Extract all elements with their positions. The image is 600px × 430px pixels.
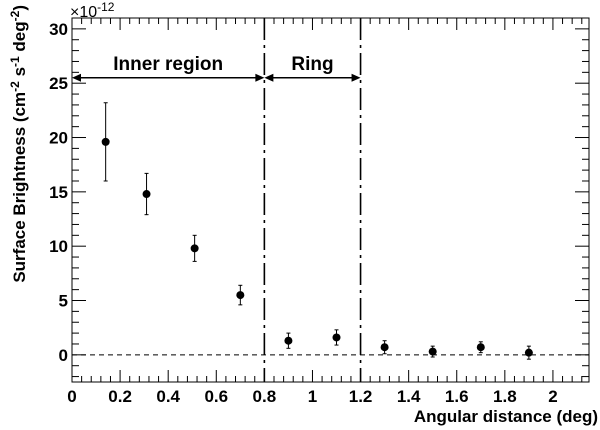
x-axis-ticks: 0 0.2 0.4 0.6 0.8 1 1.2 1.4 1.6 1.8 2 [67,18,583,406]
y-axis-title: Surface Brightness (cm-2 s-1 deg-2) [8,5,29,283]
data-point [380,343,389,352]
region-arrow-head-right [351,73,361,82]
data-point [190,244,199,253]
x-tick-label: 1 [308,387,317,406]
data-point [142,190,151,199]
region-arrow-head-left [264,73,274,82]
x-tick-label: 1.4 [397,387,421,406]
x-tick-label: 1.2 [349,387,373,406]
x-tick-label: 0.4 [156,387,180,406]
data-point [524,348,533,357]
x-tick-label: 1.8 [493,387,517,406]
y-tick-label: 15 [49,183,68,202]
y-tick-label: 10 [49,237,68,256]
x-tick-label: 0 [67,387,76,406]
data-point [101,137,110,146]
y-tick-label: 0 [59,346,68,365]
region-arrow-head-right [255,73,265,82]
y-tick-label: 20 [49,129,68,148]
y-tick-label: 5 [59,292,68,311]
region-label: Inner region [113,54,223,75]
plot-frame [71,17,590,383]
data-point [236,291,245,300]
x-tick-label: 0.2 [108,387,132,406]
region-label: Ring [291,54,333,75]
data-point [476,343,485,352]
region-boundaries [263,18,362,382]
y-tick-label: 25 [49,74,68,93]
data-point [332,333,341,342]
y-tick-label: 30 [49,20,68,39]
region-arrow-head-left [72,73,81,82]
x-tick-label: 0.6 [204,387,228,406]
y-axis-multiplier: ×10-12 [70,0,115,21]
data-point [428,347,437,356]
axes [71,17,590,383]
data-point [284,336,293,345]
data-points [101,102,533,360]
x-tick-label: 2 [548,387,557,406]
x-axis-title: Angular distance (deg) [414,407,598,426]
x-tick-label: 0.8 [253,387,277,406]
region-arrows: Inner region Ring [72,54,361,82]
y-axis-ticks: 0 5 10 15 20 25 30 [49,20,589,378]
x-tick-label: 1.6 [445,387,469,406]
